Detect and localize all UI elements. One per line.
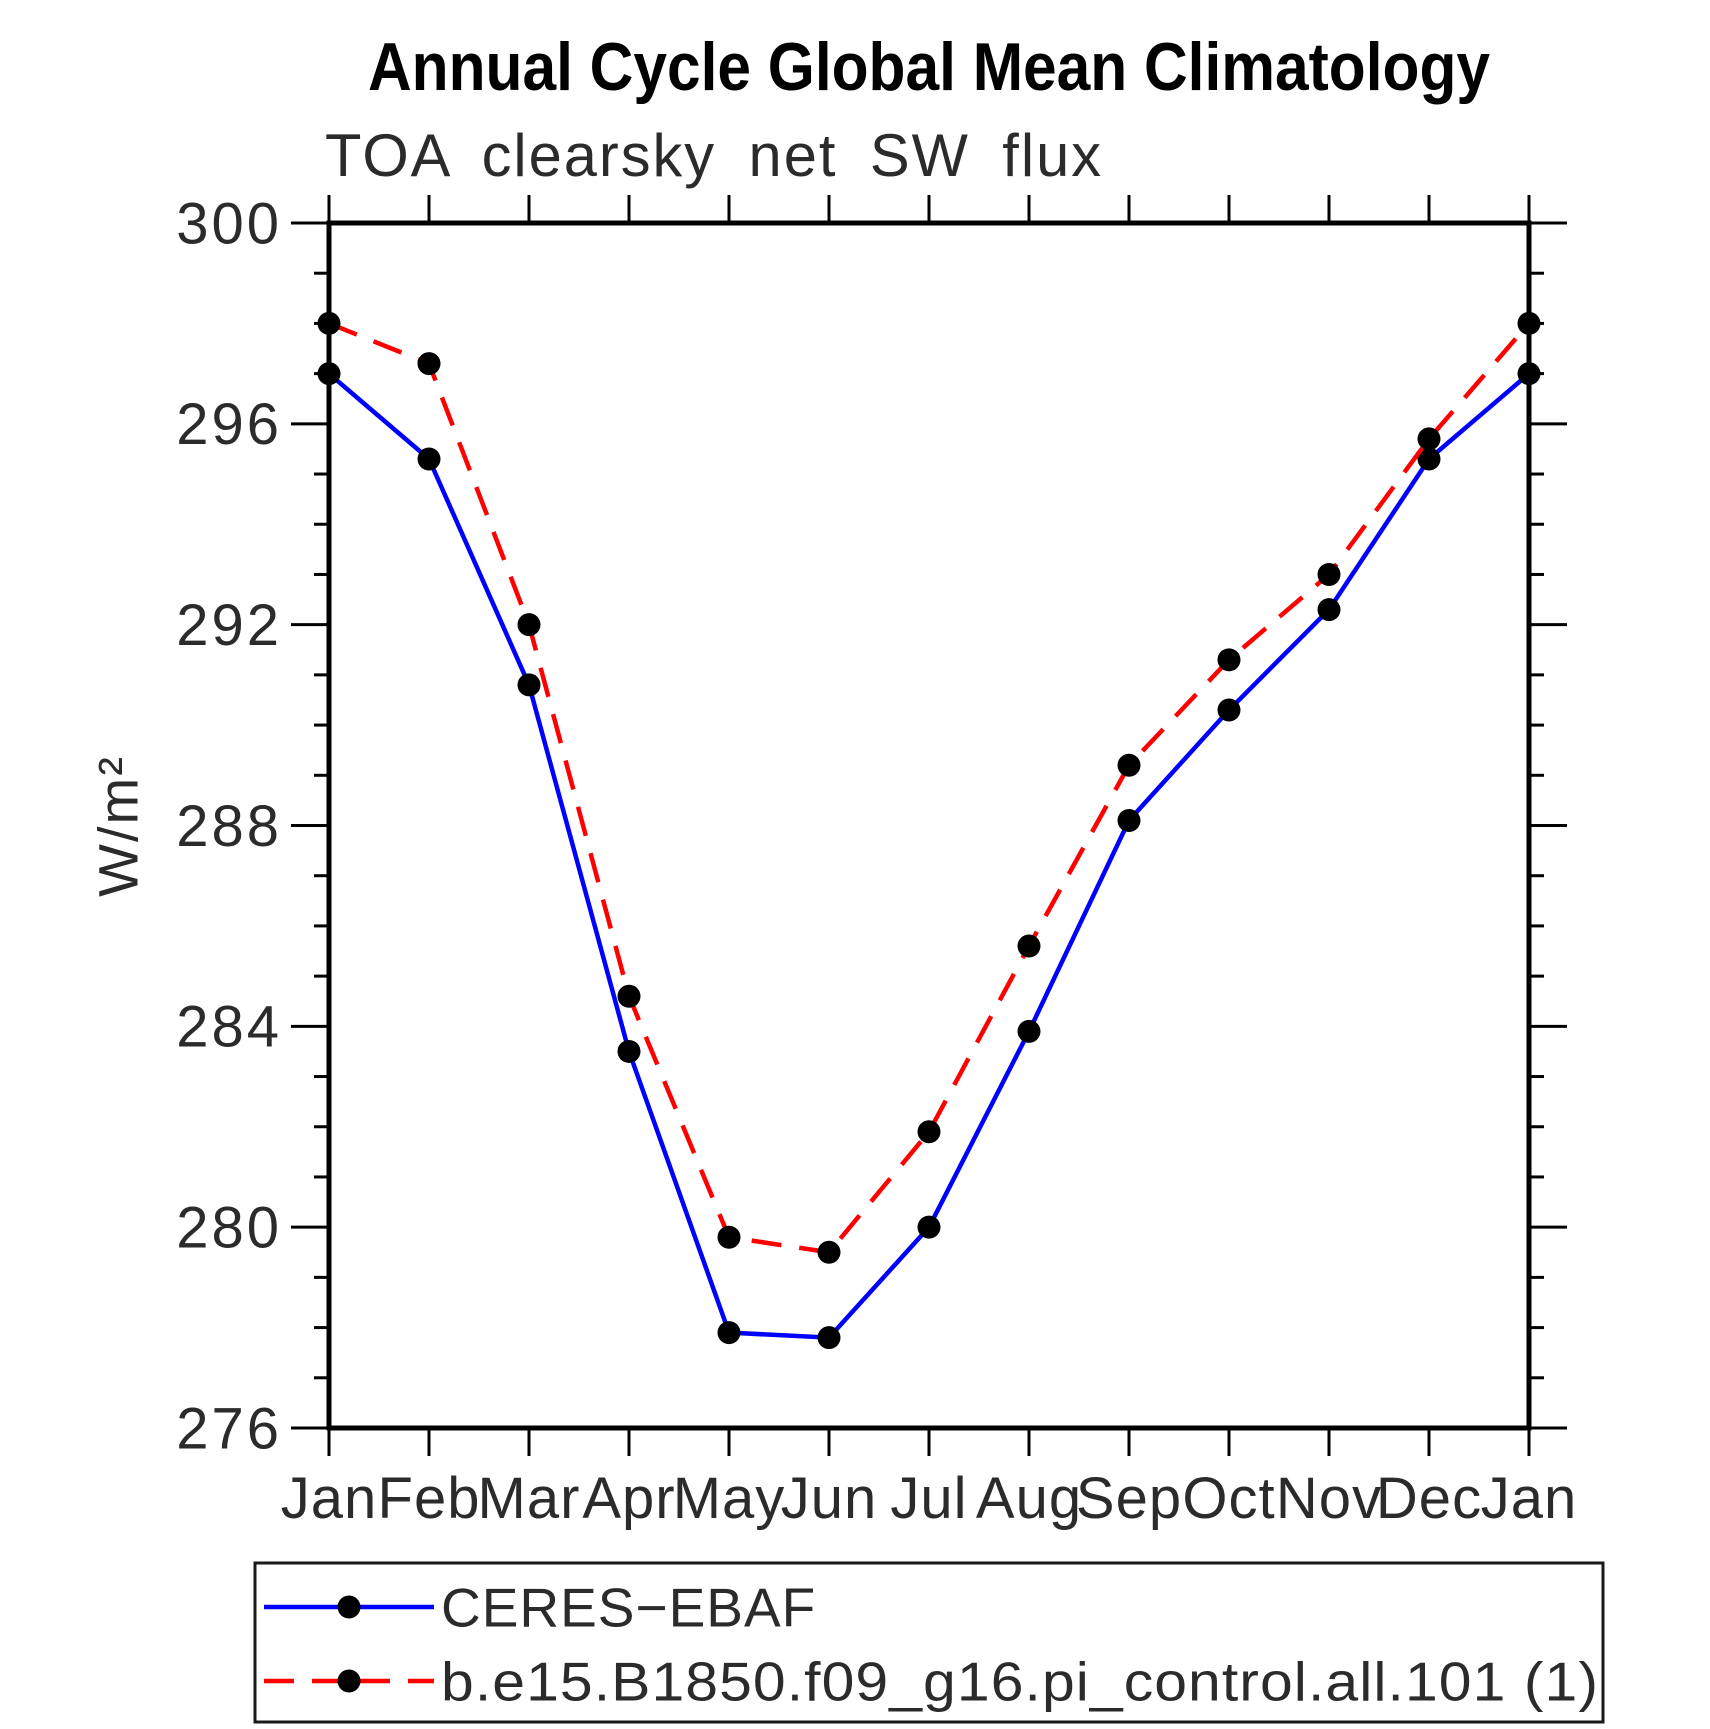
- data-point-marker: [1317, 562, 1341, 586]
- data-point-marker: [1217, 698, 1241, 722]
- y-axis-labels: 276 280 284 288 292 296 300: [176, 191, 282, 1461]
- series-line-0: [327, 371, 1531, 1340]
- x-tick-label: Apr: [582, 1466, 675, 1531]
- y-tick-label: 300: [176, 191, 282, 256]
- y-tick-label: 280: [176, 1195, 282, 1260]
- legend-sample-lines: [264, 1595, 434, 1693]
- data-point-marker: [517, 673, 541, 697]
- data-point-marker: [1017, 1019, 1041, 1043]
- x-tick-label: Dec: [1376, 1466, 1482, 1531]
- data-point-marker: [617, 1039, 641, 1063]
- data-point-marker: [317, 362, 341, 386]
- x-tick-label: Jun: [781, 1466, 878, 1531]
- data-point-marker: [1117, 753, 1141, 777]
- legend-label-ceres-ebaf: CERES−EBAF: [441, 1576, 816, 1638]
- data-series: [317, 311, 1541, 1350]
- data-point-marker: [1517, 311, 1541, 335]
- plot-frame: [326, 220, 1532, 1431]
- data-point-marker: [1417, 427, 1441, 451]
- series-line-1: [328, 321, 1531, 1255]
- y-tick-label: 296: [176, 392, 282, 457]
- y-tick-label: 292: [176, 593, 282, 658]
- data-point-marker: [917, 1215, 941, 1239]
- y-tick-label: 276: [176, 1396, 282, 1461]
- x-tick-label: Sep: [1076, 1466, 1182, 1531]
- data-point-marker: [1517, 362, 1541, 386]
- x-tick-label: Feb: [378, 1466, 481, 1531]
- x-tick-label: Aug: [976, 1466, 1082, 1531]
- y-tick-label: 284: [176, 995, 282, 1060]
- data-point-marker: [1417, 447, 1441, 471]
- data-point-marker: [1017, 934, 1041, 958]
- y-axis-label: W/m²: [87, 755, 150, 897]
- data-point-marker: [1117, 808, 1141, 832]
- x-tick-label: May: [673, 1466, 786, 1531]
- x-tick-label: Jan: [281, 1466, 378, 1531]
- chart-subtitle: TOA clearsky net SW flux: [325, 122, 1103, 189]
- data-point-marker: [717, 1225, 741, 1249]
- x-tick-label: Mar: [478, 1466, 581, 1531]
- x-tick-label: Jan: [1481, 1466, 1578, 1531]
- legend-sample-marker: [337, 1669, 361, 1693]
- data-point-marker: [417, 352, 441, 376]
- legend-label-model-run: b.e15.B1850.f09_g16.pi_control.all.101 (…: [441, 1650, 1599, 1712]
- x-tick-label: Nov: [1276, 1466, 1382, 1531]
- data-point-marker: [617, 984, 641, 1008]
- data-point-marker: [1317, 598, 1341, 622]
- data-point-marker: [817, 1326, 841, 1350]
- x-tick-label: Jul: [890, 1466, 967, 1531]
- axis-ticks: [291, 195, 1567, 1456]
- legend: CERES−EBAF b.e15.B1850.f09_g16.pi_contro…: [253, 1561, 1605, 1724]
- y-tick-label: 288: [176, 794, 282, 859]
- data-point-marker: [917, 1120, 941, 1144]
- data-point-marker: [817, 1240, 841, 1264]
- legend-sample-marker: [337, 1595, 361, 1619]
- data-point-marker: [517, 613, 541, 637]
- data-point-marker: [417, 447, 441, 471]
- x-tick-label: Oct: [1182, 1466, 1275, 1531]
- legend-box: [253, 1561, 1605, 1724]
- data-point-marker: [317, 311, 341, 335]
- chart-title: Annual Cycle Global Mean Climatology: [368, 29, 1490, 105]
- data-point-marker: [717, 1321, 741, 1345]
- data-point-marker: [1217, 648, 1241, 672]
